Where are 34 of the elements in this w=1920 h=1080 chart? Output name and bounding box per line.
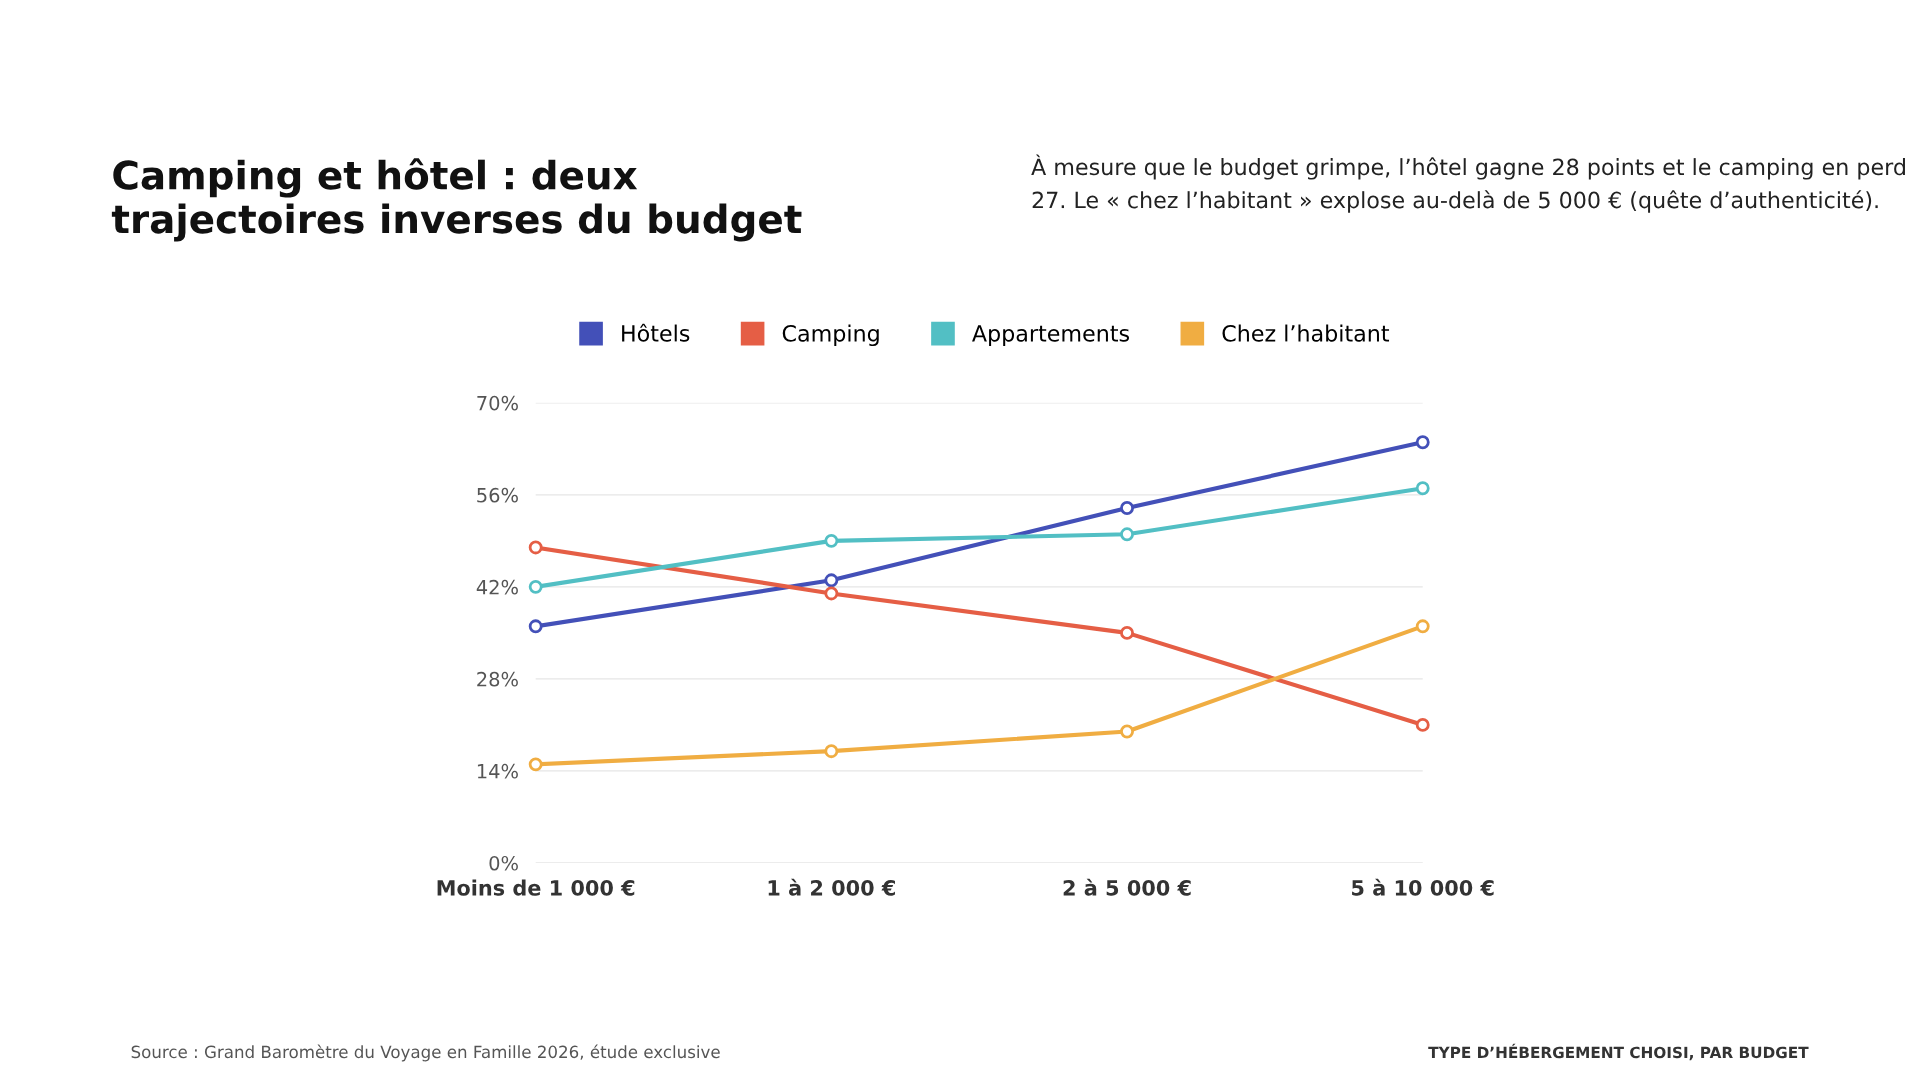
y-tick-label: 28% <box>477 671 518 687</box>
point <box>1415 435 1430 450</box>
point <box>528 540 543 555</box>
y-tick-label: 70% <box>477 395 518 411</box>
y-tick-label: 56% <box>477 487 518 503</box>
x-tick-label: 5 à 10 000 € <box>1352 878 1494 896</box>
point <box>1120 724 1134 739</box>
point <box>1415 717 1430 732</box>
legend-label: Chez l’habitant <box>1222 324 1390 342</box>
legend-label: Appartements <box>972 325 1130 347</box>
point <box>1415 619 1430 634</box>
point <box>824 586 839 601</box>
point <box>528 619 543 634</box>
point <box>528 757 543 772</box>
point <box>1415 481 1430 496</box>
source-note: Source : Grand Baromètre du Voyage en Famille 2026, étude exclusive <box>131 1044 720 1062</box>
x-tick-label: 1 à 2 000 € <box>768 878 895 896</box>
legend-label: Camping <box>782 324 879 347</box>
chart-title: Camping et hôtel : deux trajectoires inverses du budget <box>111 158 802 242</box>
y-tick-label: 42% <box>476 579 518 595</box>
x-tick-label: Moins de 1 000 € <box>437 879 635 896</box>
point <box>1120 527 1134 542</box>
point <box>1120 501 1134 515</box>
point <box>1120 625 1134 640</box>
point <box>824 744 839 759</box>
point <box>528 579 543 594</box>
text: TYPE D’HÉBERGEMENT CHOISI, PAR BUDGET <box>1428 1043 1809 1061</box>
text: À mesure que le budget grimpe, l’hôtel gagne 28 points et le camping en perd 27. Le « chez l’habitant » explose au-delà de 5 000 € (quête d’authenticité). <box>1031 154 1905 213</box>
x-tick-label: 2 à 5 000 € <box>1063 878 1191 896</box>
point <box>824 533 839 548</box>
y-tick-label: 14% <box>477 763 518 779</box>
legend-label: Hôtels <box>622 323 690 342</box>
y-tick-label: 0% <box>489 855 518 871</box>
point <box>824 573 839 588</box>
